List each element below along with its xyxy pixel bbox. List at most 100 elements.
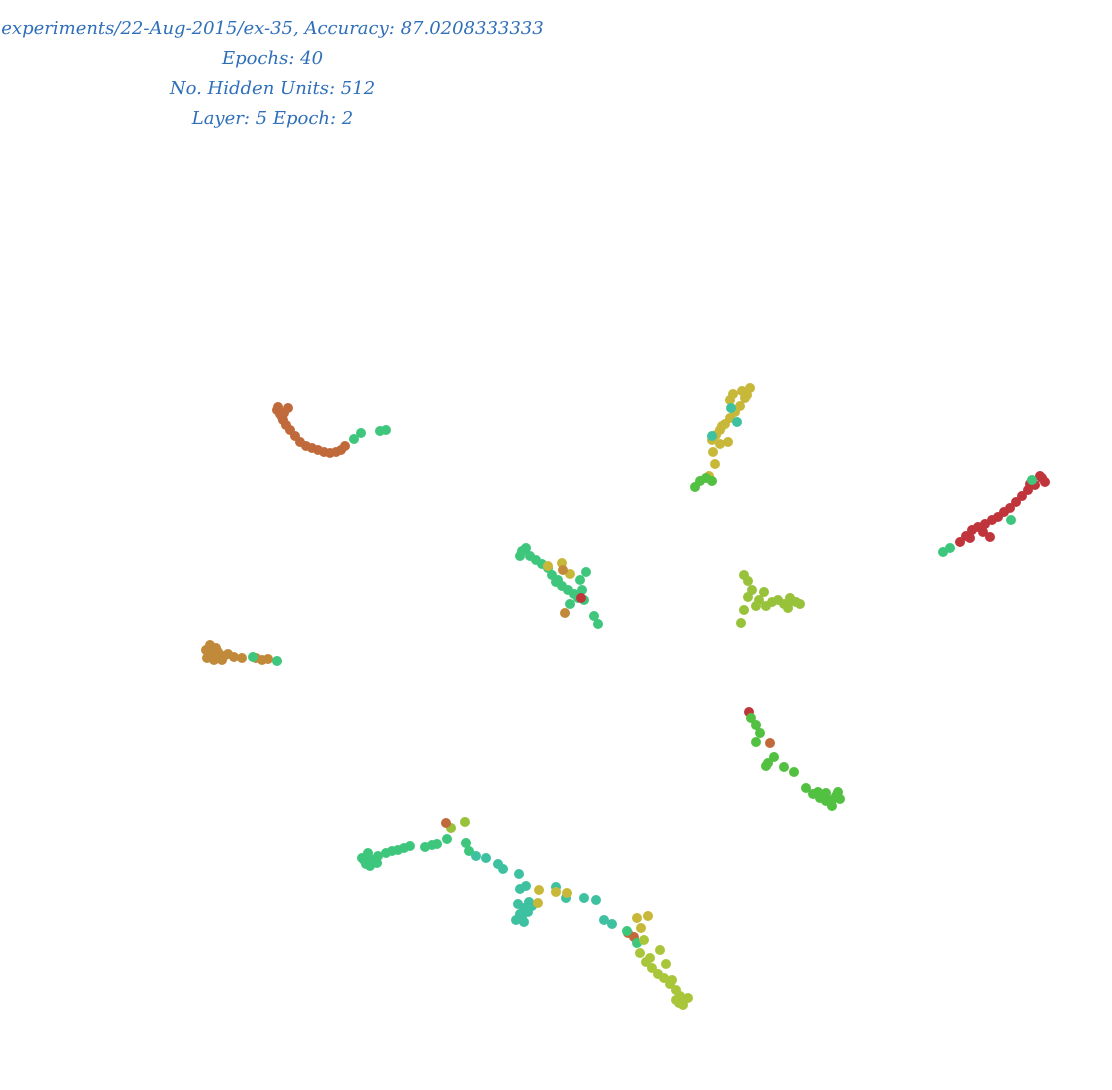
data-point (272, 656, 282, 666)
series-group-11 (736, 570, 805, 628)
data-point (460, 817, 470, 827)
data-point (751, 601, 761, 611)
data-point (761, 761, 771, 771)
data-point (551, 577, 561, 587)
series-group-1 (349, 425, 391, 444)
data-point (229, 652, 239, 662)
data-point (432, 839, 442, 849)
data-point (965, 533, 975, 543)
data-point (1037, 473, 1047, 483)
data-point (203, 647, 213, 657)
data-point (521, 881, 531, 891)
data-point (579, 893, 589, 903)
data-point (513, 899, 523, 909)
data-point (708, 447, 718, 457)
data-point (717, 421, 727, 431)
data-point (740, 393, 750, 403)
data-point (381, 425, 391, 435)
hidden-units-label: No. Hidden Units: 512 (169, 78, 376, 99)
data-point (521, 543, 531, 553)
data-point (945, 543, 955, 553)
series-group-6 (938, 475, 1037, 557)
data-point (481, 853, 491, 863)
data-point (779, 762, 789, 772)
data-point (795, 599, 805, 609)
data-point (263, 654, 273, 664)
data-point (739, 605, 749, 615)
data-point (498, 864, 508, 874)
data-point (726, 403, 736, 413)
series-group-10 (558, 565, 570, 618)
series-group-0 (272, 402, 350, 458)
data-point (607, 919, 617, 929)
chart-title-block: experiments/22-Aug-2015/ex-35, Accuracy:… (0, 14, 545, 134)
series-group-4 (690, 473, 717, 492)
data-point (519, 917, 529, 927)
data-point (765, 738, 775, 748)
data-point (661, 959, 671, 969)
data-point (534, 885, 544, 895)
data-point (813, 787, 823, 797)
data-point (745, 383, 755, 393)
data-point (560, 608, 570, 618)
data-point (743, 576, 753, 586)
data-point (789, 767, 799, 777)
data-point (442, 834, 452, 844)
series-group-2 (704, 383, 755, 481)
data-point (593, 619, 603, 629)
data-point (372, 858, 382, 868)
data-point (746, 713, 756, 723)
data-point (237, 653, 247, 663)
data-point (575, 575, 585, 585)
experiment-accuracy-title: experiments/22-Aug-2015/ex-35, Accuracy:… (1, 18, 544, 39)
data-point (558, 565, 568, 575)
data-point (515, 551, 525, 561)
data-point (751, 720, 761, 730)
data-point (643, 911, 653, 921)
layer-epoch-label: Layer: 5 Epoch: 2 (191, 108, 354, 129)
series-group-17 (357, 834, 474, 871)
data-point (599, 915, 609, 925)
data-point (551, 887, 561, 897)
data-point (471, 851, 481, 861)
series-group-9 (576, 593, 586, 603)
data-point (576, 593, 586, 603)
series-group-13 (248, 652, 282, 666)
data-point (248, 652, 258, 662)
data-point (678, 1000, 688, 1010)
data-point (543, 561, 553, 571)
series-group-19 (441, 818, 451, 828)
data-point (671, 995, 681, 1005)
data-point (581, 567, 591, 577)
series-group-5 (955, 471, 1050, 547)
series-group-20 (471, 851, 617, 929)
data-point (639, 935, 649, 945)
data-point (645, 953, 655, 963)
epochs-label: Epochs: 40 (221, 48, 324, 69)
data-point (349, 434, 359, 444)
series-group-16 (746, 713, 845, 811)
data-point (985, 532, 995, 542)
series-group-7 (515, 543, 603, 629)
data-point (759, 587, 769, 597)
data-point (562, 888, 572, 898)
data-point (787, 596, 797, 606)
data-point (755, 728, 765, 738)
data-point (715, 439, 725, 449)
data-point (589, 611, 599, 621)
data-point (801, 783, 811, 793)
data-point (441, 818, 451, 828)
data-point (533, 898, 543, 908)
data-point (1006, 515, 1016, 525)
data-point (1027, 475, 1037, 485)
data-point (723, 437, 733, 447)
data-point (667, 975, 677, 985)
data-point (636, 923, 646, 933)
data-point (978, 527, 988, 537)
data-point (591, 895, 601, 905)
data-point (209, 655, 219, 665)
data-point (743, 592, 753, 602)
data-point (955, 537, 965, 547)
series-group-24 (635, 935, 693, 1010)
